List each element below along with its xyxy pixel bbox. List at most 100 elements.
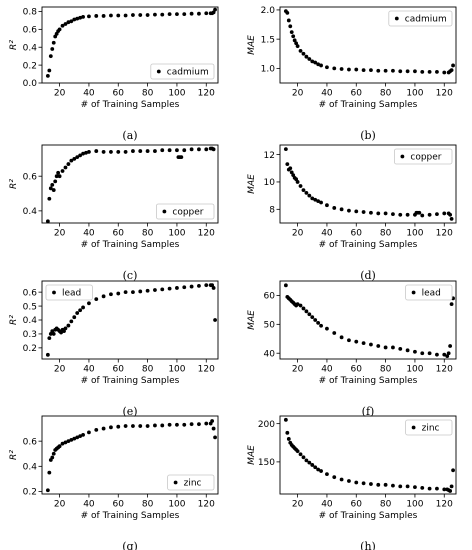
data-point (51, 188, 56, 192)
data-point (182, 12, 187, 17)
data-point (298, 184, 303, 188)
data-point (369, 68, 373, 73)
subplot-d: 20 40 60 80 100 120 8 10 12 # of Training Samples… (247, 144, 457, 282)
y-tick-label: 0.4 (23, 43, 38, 53)
data-point (51, 451, 56, 456)
data-point (304, 54, 309, 59)
data-point (48, 186, 53, 191)
data-point (398, 346, 403, 351)
data-point (204, 147, 209, 152)
data-point (420, 351, 425, 356)
data-point (405, 212, 410, 217)
data-point (78, 153, 83, 158)
x-axis-label: # of Training Samples (319, 240, 418, 250)
legend-marker (52, 290, 56, 295)
legend: lead (45, 284, 93, 301)
x-tick-label: 40 (321, 229, 333, 239)
data-point (204, 11, 209, 16)
legend: cadmium (150, 63, 215, 80)
data-point (383, 482, 388, 487)
data-point (427, 212, 432, 217)
y-tick-label: 0.8 (23, 8, 38, 18)
data-point (175, 148, 179, 153)
data-point (123, 290, 128, 295)
data-point (383, 211, 388, 216)
data-point (50, 182, 55, 187)
data-point (47, 336, 52, 341)
x-tick-label: 20 (54, 500, 66, 510)
data-point (316, 199, 321, 204)
data-point (420, 213, 425, 218)
data-point (294, 41, 299, 46)
x-tick-label: 120 (436, 229, 453, 239)
data-point (298, 48, 303, 53)
x-tick-label: 60 (351, 89, 363, 99)
data-point (354, 67, 359, 72)
data-point (347, 208, 351, 213)
data-point (304, 458, 309, 463)
x-tick-label: 80 (380, 229, 392, 239)
legend-label: copper (172, 208, 203, 218)
data-point (145, 288, 150, 293)
data-point (63, 440, 68, 445)
data-point (66, 20, 71, 25)
data-point (50, 455, 55, 460)
legend: copper (393, 148, 453, 165)
data-point (285, 10, 290, 15)
data-point (332, 475, 337, 480)
data-point (60, 169, 65, 173)
legend-marker (162, 209, 167, 214)
data-point (435, 69, 439, 74)
data-point (288, 166, 293, 171)
data-point (313, 318, 318, 322)
data-point (292, 38, 297, 43)
x-tick-label: 100 (168, 89, 185, 99)
data-point (286, 18, 291, 23)
data-point (295, 180, 300, 184)
data-point (301, 306, 306, 311)
subplot-caption: (g) (122, 540, 138, 550)
x-tick-label: 80 (142, 500, 154, 510)
data-point (413, 69, 417, 74)
data-point (109, 13, 113, 18)
data-point (57, 27, 62, 32)
data-point (285, 162, 290, 167)
data-point (316, 467, 321, 472)
legend-box (405, 284, 453, 301)
data-point (442, 352, 447, 357)
legend-marker (411, 425, 416, 430)
data-point (213, 318, 217, 322)
data-point (316, 62, 321, 67)
data-point (451, 63, 455, 68)
legend-marker (394, 16, 399, 21)
subplot-b: 20 40 60 80 100 120 1.0 1.5 2.0 # of Training Sam… (247, 6, 457, 142)
data-point (445, 354, 450, 359)
data-point (361, 210, 366, 214)
y-axis-label: MAE (247, 445, 257, 465)
data-point (145, 13, 150, 17)
data-point (145, 424, 150, 428)
data-point (72, 17, 77, 22)
data-point (109, 292, 113, 297)
data-point (361, 68, 366, 73)
data-point (295, 449, 300, 454)
data-point (182, 285, 187, 290)
subplot-caption: (h) (360, 540, 376, 550)
data-point (101, 294, 106, 299)
data-point (211, 147, 216, 152)
subplot-c: 20 40 60 80 100 120 0.4 0.6 # of Training Sample… (9, 144, 219, 282)
data-point (325, 472, 329, 477)
data-point (50, 329, 55, 334)
data-point (442, 211, 447, 216)
y-axis-label: MAE (247, 174, 257, 194)
data-point (442, 70, 447, 75)
axes-frame (279, 280, 457, 360)
x-tick-label: 120 (436, 365, 453, 375)
data-point (298, 303, 303, 308)
x-tick-label: 120 (436, 500, 453, 510)
data-point (319, 63, 323, 68)
data-point (210, 283, 215, 288)
data-point (301, 51, 306, 56)
data-point (131, 424, 135, 428)
